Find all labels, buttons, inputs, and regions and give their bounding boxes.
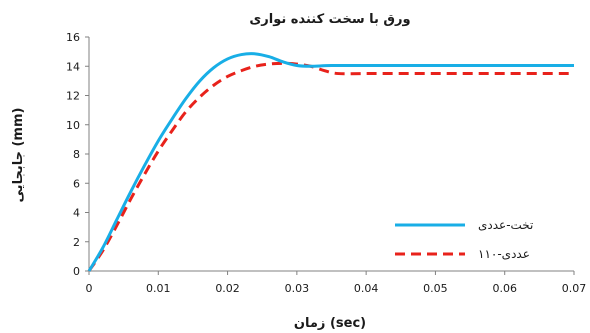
y-tick-label: 0 — [73, 265, 80, 278]
y-tick-label: 4 — [73, 207, 80, 220]
x-tick-label: 0.06 — [492, 282, 517, 295]
y-tick-label: 12 — [66, 90, 80, 103]
x-axis-label: زمان (sec) — [294, 316, 366, 331]
x-tick-label: 0.05 — [423, 282, 448, 295]
y-tick-label: 10 — [66, 119, 80, 132]
chart-title: ورق با سخت کننده نواری — [249, 12, 410, 27]
legend-label-flat-numeric: تخت-عددی — [478, 218, 533, 232]
legend-label-110-numeric: ۱۱۰-عددی — [478, 247, 530, 261]
y-axis-label: جابجایی (mm) — [11, 108, 26, 203]
legend: تخت-عددی ۱۱۰-عددی — [395, 218, 533, 261]
x-tick-label: 0.01 — [146, 282, 171, 295]
x-tick-label: 0.03 — [285, 282, 310, 295]
x-tick-label: 0.04 — [354, 282, 379, 295]
series-line-110-numeric — [87, 61, 574, 272]
x-tick-label: 0.07 — [562, 282, 587, 295]
y-tick-label: 14 — [66, 60, 80, 73]
x-tick-label: 0.02 — [215, 282, 240, 295]
y-tick-label: 2 — [73, 236, 80, 249]
y-tick-label: 16 — [66, 31, 80, 44]
y-tick-label: 6 — [73, 177, 80, 190]
y-tick-label: 8 — [73, 148, 80, 161]
plot-area: 0 2 4 6 8 10 12 14 16 0 0.01 0.02 0.03 0.04 0.05 0.06 0.… — [66, 31, 586, 295]
x-tick-label: 0 — [86, 282, 93, 295]
series-line-flat-numeric — [87, 52, 574, 272]
